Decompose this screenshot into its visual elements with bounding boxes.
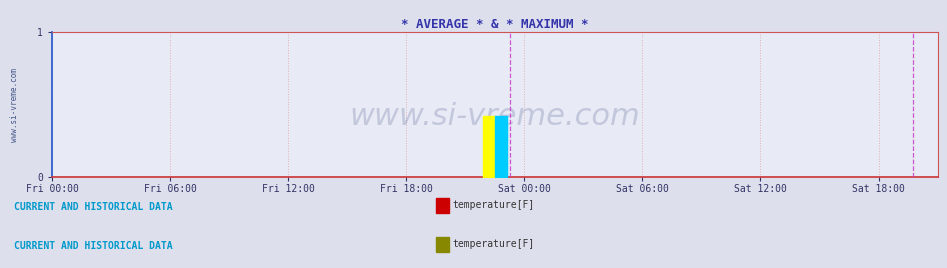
Text: temperature[F]: temperature[F]	[453, 239, 535, 248]
Text: CURRENT AND HISTORICAL DATA: CURRENT AND HISTORICAL DATA	[14, 202, 173, 212]
Title: * AVERAGE * & * MAXIMUM *: * AVERAGE * & * MAXIMUM *	[402, 18, 588, 31]
Text: www.si-vreme.com: www.si-vreme.com	[10, 68, 19, 142]
Text: www.si-vreme.com: www.si-vreme.com	[349, 102, 640, 131]
Text: CURRENT AND HISTORICAL DATA: CURRENT AND HISTORICAL DATA	[14, 241, 173, 251]
Text: temperature[F]: temperature[F]	[453, 200, 535, 210]
